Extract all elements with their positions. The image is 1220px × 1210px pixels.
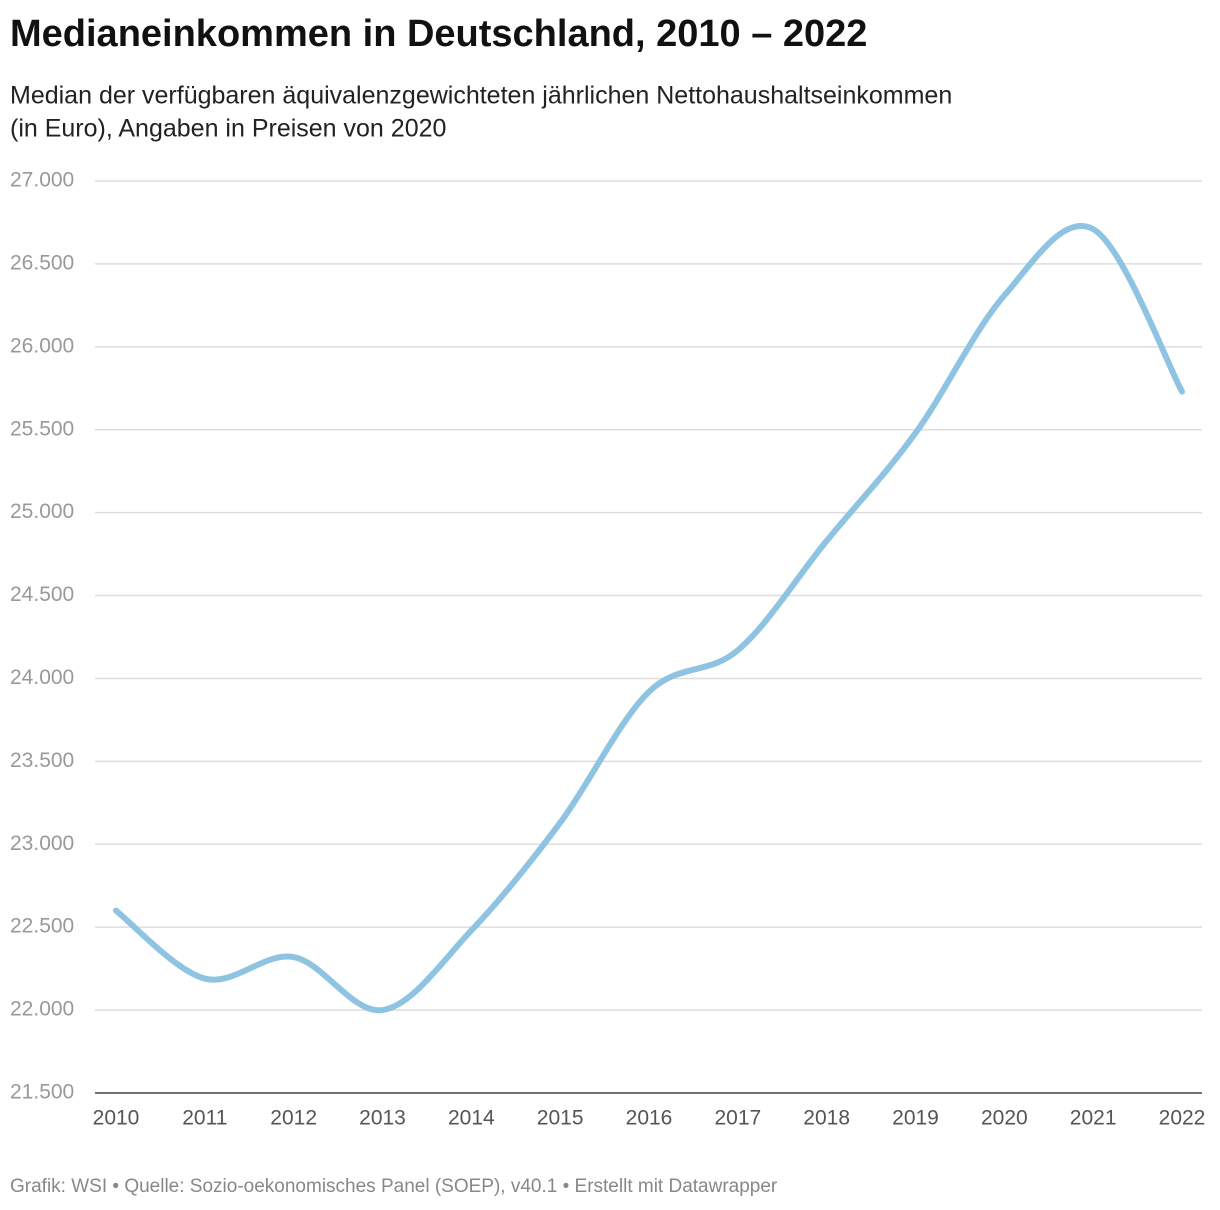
- x-tick-label: 2016: [626, 1107, 673, 1130]
- y-tick-label: 25.500: [10, 417, 74, 440]
- y-tick-label: 22.000: [10, 998, 74, 1021]
- x-tick-label: 2014: [448, 1107, 495, 1130]
- x-tick-label: 2020: [981, 1107, 1028, 1130]
- y-tick-label: 23.500: [10, 749, 74, 772]
- x-tick-label: 2017: [714, 1107, 761, 1130]
- y-tick-label: 26.000: [10, 334, 74, 357]
- x-tick-label: 2010: [93, 1107, 140, 1130]
- x-tick-label: 2019: [892, 1107, 939, 1130]
- chart-subtitle: Median der verfügbaren äquivalenzgewicht…: [10, 82, 952, 110]
- footer: Grafik: WSI • Quelle: Sozio-oekonomische…: [10, 1176, 778, 1197]
- y-tick-label: 24.500: [10, 583, 74, 606]
- x-tick-label: 2012: [270, 1107, 317, 1130]
- x-tick-label: 2018: [803, 1107, 850, 1130]
- y-tick-label: 26.500: [10, 251, 74, 274]
- x-tick-label: 2011: [182, 1107, 227, 1130]
- x-tick-label: 2022: [1159, 1107, 1206, 1130]
- x-tick-label: 2015: [537, 1107, 584, 1130]
- x-tick-label: 2021: [1070, 1107, 1117, 1130]
- chart-title: Medianeinkommen in Deutschland, 2010 – 2…: [10, 13, 867, 55]
- y-tick-label: 21.500: [10, 1081, 74, 1104]
- chart-subtitle: (in Euro), Angaben in Preisen von 2020: [10, 115, 446, 143]
- y-tick-label: 22.500: [10, 915, 74, 938]
- y-tick-label: 23.000: [10, 832, 74, 855]
- x-tick-label: 2013: [359, 1107, 406, 1130]
- y-tick-label: 24.000: [10, 666, 74, 689]
- y-tick-label: 27.000: [10, 169, 74, 192]
- y-tick-label: 25.000: [10, 500, 74, 523]
- line: [113, 223, 1185, 1014]
